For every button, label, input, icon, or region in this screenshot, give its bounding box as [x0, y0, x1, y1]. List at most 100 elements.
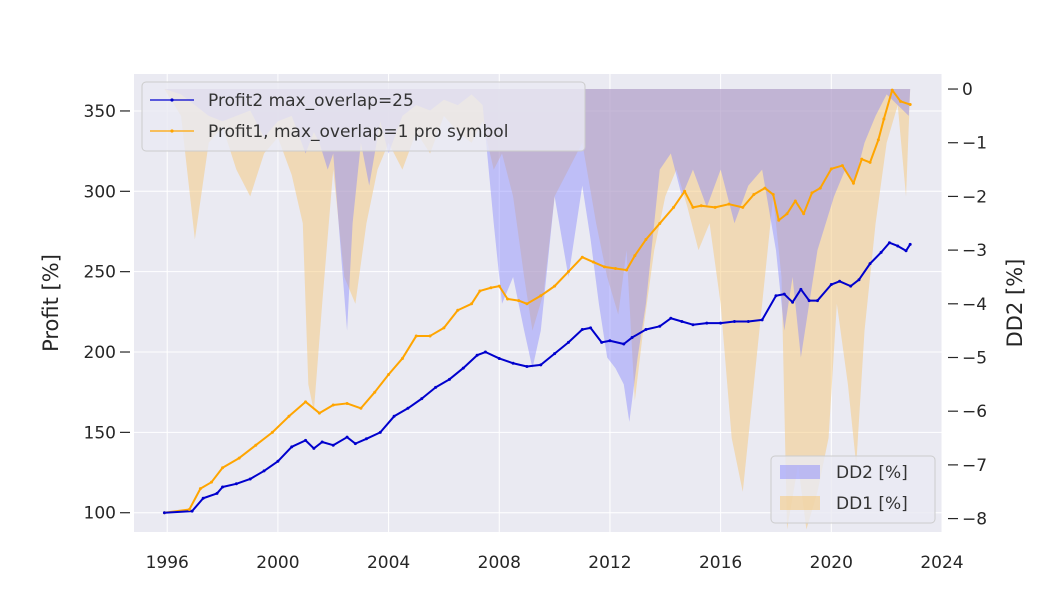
- profit1-point: [876, 138, 880, 142]
- profit2-point: [896, 244, 900, 248]
- legend-profit1-marker: [170, 129, 174, 133]
- profit2-point: [908, 242, 912, 246]
- profit1-point: [506, 297, 510, 301]
- dd2-area: [164, 89, 911, 422]
- y-tick-label: 150: [84, 423, 116, 443]
- profit1-point: [752, 193, 756, 197]
- profit1-point: [331, 403, 335, 407]
- profit2-point: [190, 509, 194, 513]
- x-tick-label: 1996: [146, 553, 189, 573]
- y-tick-label: 300: [84, 182, 116, 202]
- profit1-point: [489, 286, 493, 290]
- profit1-point: [591, 260, 595, 264]
- profit2-point: [799, 287, 803, 291]
- profit1-point: [470, 302, 474, 306]
- profit2-point: [589, 326, 593, 330]
- profit2-point: [857, 278, 861, 282]
- y-axis-ticks: 100 150 200 250 300 350: [84, 102, 130, 524]
- profit2-point: [201, 496, 205, 500]
- profit1-point: [851, 181, 855, 185]
- profit1-point: [658, 221, 662, 225]
- profit2-point: [705, 321, 709, 325]
- profit2-point: [378, 430, 382, 434]
- profit2-point: [406, 406, 410, 410]
- y2-tick-label: 0: [962, 80, 973, 100]
- profit2-point: [221, 485, 225, 489]
- profit2-point: [553, 352, 557, 356]
- y-tick-label: 250: [84, 263, 116, 283]
- profit2-point: [420, 397, 424, 401]
- profit2-point: [320, 440, 324, 444]
- profit2-point: [849, 284, 853, 288]
- profit2-point: [746, 319, 750, 323]
- y2-tick-label: −7: [962, 456, 987, 476]
- profit2-point: [434, 385, 438, 389]
- x-tick-label: 2004: [367, 553, 410, 573]
- profit2-point: [497, 356, 501, 360]
- profit1-point: [359, 406, 363, 410]
- profit2-point: [868, 262, 872, 266]
- profit2-point: [622, 342, 626, 346]
- profit2-point: [782, 292, 786, 296]
- profit1-point: [777, 218, 781, 222]
- profit2-point: [829, 283, 833, 287]
- y-axis-title: Profit [%]: [39, 254, 63, 352]
- profit1-point: [802, 212, 806, 216]
- profit1-point: [517, 299, 521, 303]
- profit1-point: [898, 99, 902, 103]
- profit1-point: [602, 265, 606, 269]
- profit2-point: [887, 241, 891, 245]
- profit1-point: [727, 202, 731, 206]
- profit1-point: [829, 167, 833, 171]
- y2-tick-label: −2: [962, 187, 987, 207]
- profit2-point: [644, 328, 648, 332]
- profit1-point: [287, 414, 291, 418]
- profit1-point: [270, 430, 274, 434]
- profit1-point: [400, 356, 404, 360]
- profit2-point: [630, 336, 634, 340]
- profit2-point: [461, 366, 465, 370]
- profit1-point: [691, 205, 695, 209]
- profit1-point: [209, 480, 213, 484]
- profit2-point: [248, 477, 252, 481]
- drawdown-areas: [164, 89, 911, 530]
- profit1-point: [553, 284, 557, 288]
- profit2-point: [290, 445, 294, 449]
- profit2-point: [608, 339, 612, 343]
- x-axis-ticks: 1996 2000 2004 2008 2012 2016 2020 2024: [146, 553, 964, 573]
- profit1-point: [840, 164, 844, 168]
- profit1-point: [699, 204, 703, 208]
- y2-tick-label: −4: [962, 295, 987, 315]
- profit2-point: [760, 318, 764, 322]
- y-tick-label: 200: [84, 343, 116, 363]
- profit1-point: [771, 193, 775, 197]
- profit2-point: [658, 324, 662, 328]
- profit1-point: [763, 186, 767, 190]
- profit1-point: [713, 205, 717, 209]
- y2-tick-label: −6: [962, 402, 987, 422]
- profit1-point: [566, 270, 570, 274]
- x-tick-label: 2012: [588, 553, 631, 573]
- profit1-point: [221, 466, 225, 470]
- legend-drawdown: DD2 [%] DD1 [%]: [770, 455, 936, 524]
- profit2-point: [669, 316, 673, 320]
- profit-lines: [162, 88, 912, 515]
- legend-profit1-label: Profit1, max_overlap=1 pro symbol: [208, 122, 508, 142]
- profit2-point: [475, 353, 479, 357]
- profit1-point: [198, 487, 202, 491]
- profit2-point: [345, 435, 349, 439]
- legend-dd1-label: DD1 [%]: [836, 494, 908, 514]
- profit2-point: [879, 250, 883, 254]
- profit2-point: [511, 361, 515, 365]
- profit2-point: [791, 300, 795, 304]
- profit2-point: [580, 328, 584, 332]
- profit1-point: [741, 205, 745, 209]
- profit2-point: [331, 443, 335, 447]
- profit2-point: [276, 459, 280, 463]
- profit2-point: [312, 446, 316, 450]
- profit2-point: [719, 321, 723, 325]
- profit1-point: [580, 255, 584, 259]
- y2-tick-label: −1: [962, 134, 987, 154]
- profit1-point: [345, 401, 349, 405]
